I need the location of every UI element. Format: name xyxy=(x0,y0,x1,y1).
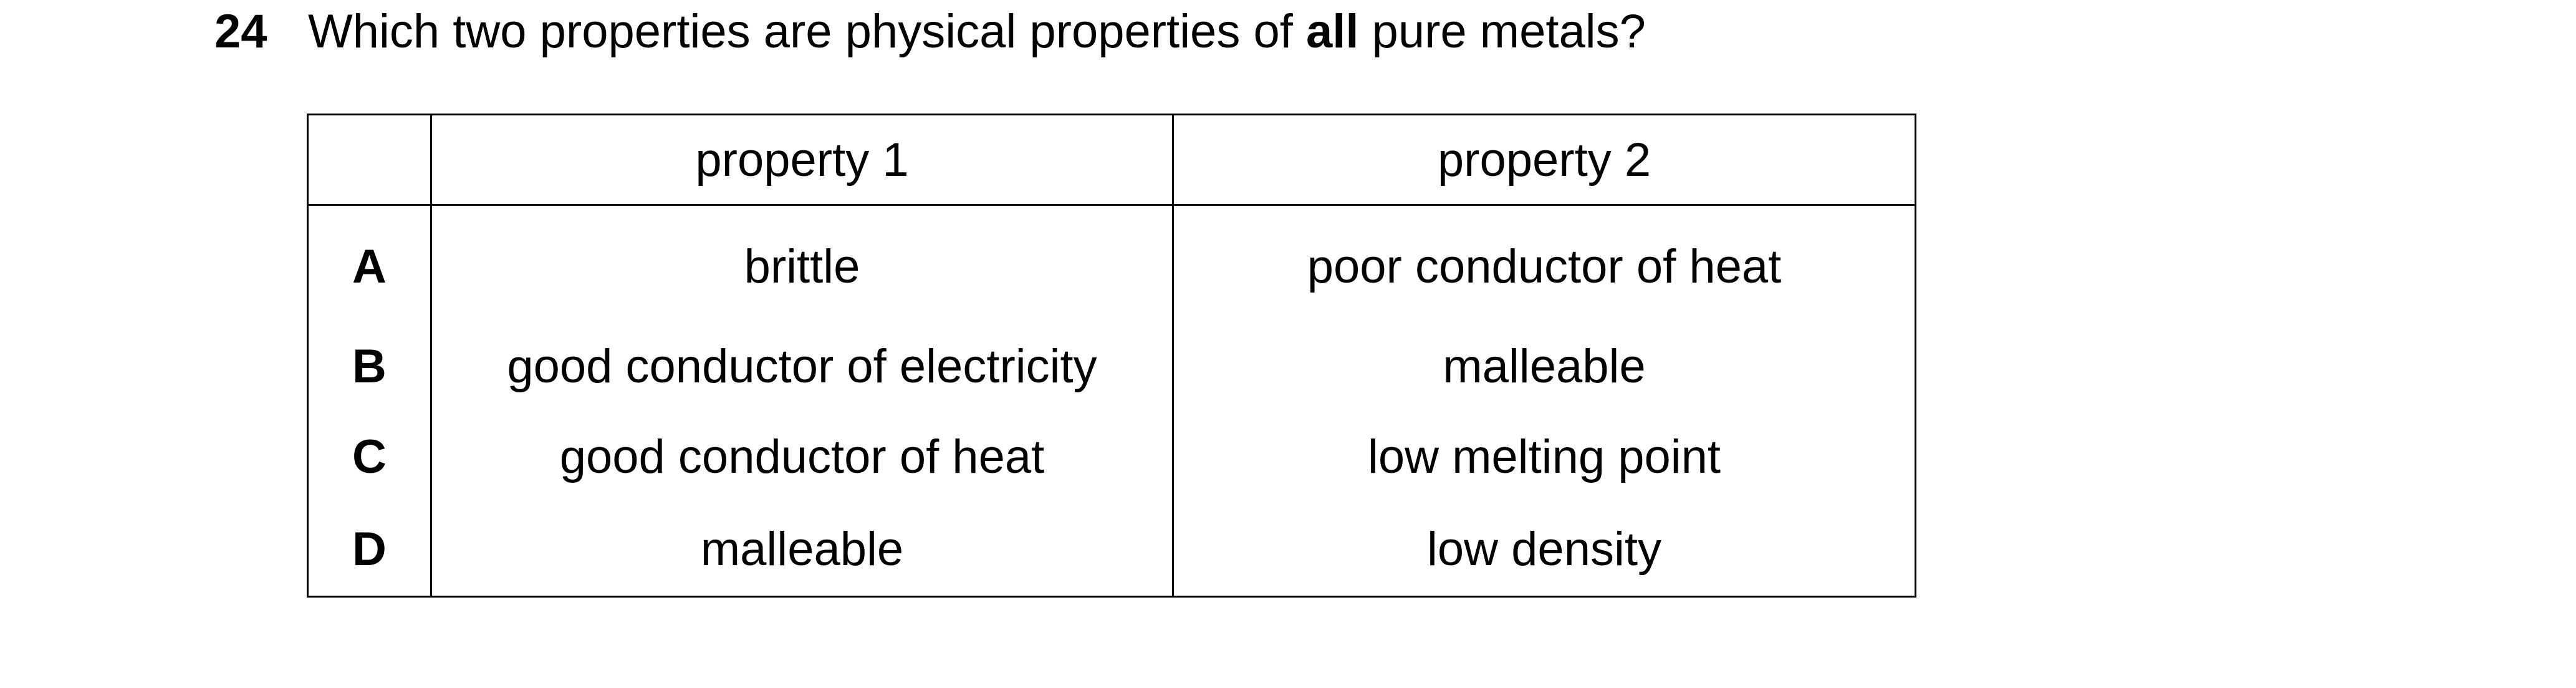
header-property-2: property 2 xyxy=(1172,114,1916,206)
question-number: 24 xyxy=(214,4,267,58)
option-letter: C xyxy=(352,430,387,483)
option-property-2: poor conductor of heat xyxy=(1172,205,1916,321)
table-row-option-d: D malleable low density xyxy=(308,502,1916,597)
table-row-option-a: A brittle poor conductor of heat xyxy=(308,205,1916,321)
option-property-2: low melting point xyxy=(1172,412,1916,502)
option-property-1: malleable xyxy=(430,502,1173,597)
option-property-1: good conductor of electricity xyxy=(430,321,1173,412)
question-text-start: Which two properties are physical proper… xyxy=(308,4,1306,58)
question-text-end: pure metals? xyxy=(1358,4,1646,58)
option-letter: B xyxy=(352,340,387,393)
option-letter: D xyxy=(352,522,387,576)
question-text: Which two properties are physical proper… xyxy=(308,4,1646,59)
table-header-row: property 1 property 2 xyxy=(307,114,1916,206)
table-row-option-b: B good conductor of electricity malleabl… xyxy=(308,321,1916,412)
option-property-2: malleable xyxy=(1172,321,1916,412)
option-property-1: good conductor of heat xyxy=(430,412,1173,502)
question: 24 Which two properties are physical pro… xyxy=(214,0,1646,62)
header-property-1: property 1 xyxy=(430,114,1173,206)
header-letter-cell xyxy=(307,114,431,206)
question-text-emphasis: all xyxy=(1305,4,1359,58)
option-letter: A xyxy=(352,240,387,293)
answer-options-table: property 1 property 2 A brittle poor con… xyxy=(307,114,1916,598)
option-property-1: brittle xyxy=(430,205,1173,321)
table-row-option-c: C good conductor of heat low melting poi… xyxy=(308,412,1916,502)
option-property-2: low density xyxy=(1172,502,1916,597)
